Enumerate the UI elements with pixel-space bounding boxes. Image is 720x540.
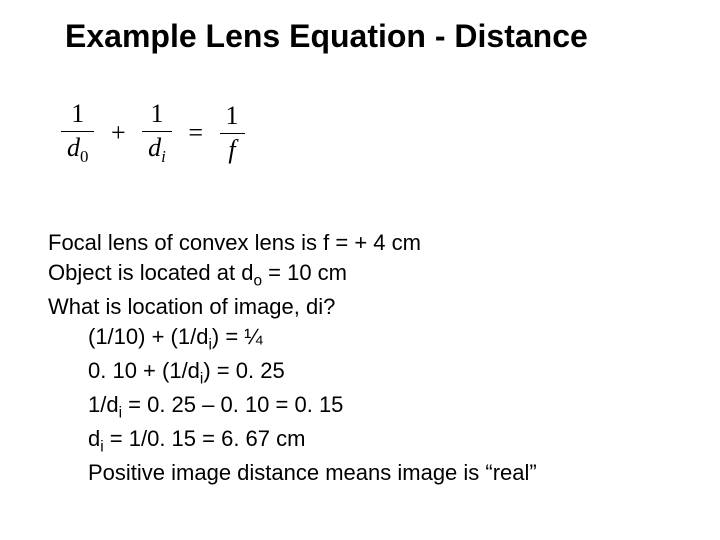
line-object-distance: Object is located at do = 10 cm — [48, 258, 537, 292]
equals-operator: = — [184, 118, 207, 148]
line-step3: 1/di = 0. 25 – 0. 10 = 0. 15 — [48, 390, 537, 424]
denominator-d0: d0 — [61, 132, 94, 167]
problem-text: Focal lens of convex lens is f = + 4 cm … — [48, 228, 537, 488]
lens-equation: 1 d0 + 1 di = 1 f — [55, 100, 251, 166]
line-step2: 0. 10 + (1/di) = 0. 25 — [48, 356, 537, 390]
plus-operator: + — [107, 118, 130, 148]
numerator-2: 1 — [142, 100, 172, 132]
line-focal-length: Focal lens of convex lens is f = + 4 cm — [48, 228, 537, 258]
line-step4: di = 1/0. 15 = 6. 67 cm — [48, 424, 537, 458]
line-step1: (1/10) + (1/di) = ¼ — [48, 322, 537, 356]
denominator-f: f — [220, 134, 245, 165]
numerator-1: 1 — [61, 100, 94, 132]
fraction-1-over-di: 1 di — [142, 100, 172, 166]
fraction-1-over-f: 1 f — [220, 102, 245, 164]
line-conclusion: Positive image distance means image is “… — [48, 458, 537, 488]
numerator-3: 1 — [220, 102, 245, 134]
fraction-1-over-d0: 1 d0 — [61, 100, 94, 166]
slide-title: Example Lens Equation - Distance — [65, 18, 588, 55]
denominator-di: di — [142, 132, 172, 167]
line-question: What is location of image, di? — [48, 292, 537, 322]
